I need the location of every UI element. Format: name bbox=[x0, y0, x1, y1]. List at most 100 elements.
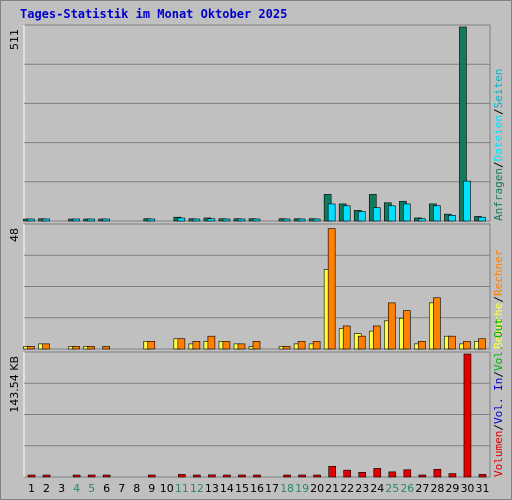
volume-panel-ymax-label: 143.54 KB bbox=[8, 356, 21, 413]
legend-item: Besuche bbox=[492, 303, 505, 349]
volume-panel-bar-volumen bbox=[147, 474, 156, 478]
hits-files-panel-bar-dateien bbox=[102, 218, 110, 222]
x-tick-label: 20 bbox=[310, 482, 324, 495]
visits-sites-panel-bar-rechner bbox=[87, 346, 95, 350]
visits-sites-panel-bar-rechner bbox=[282, 346, 291, 350]
visits-sites-panel-bar-rechner bbox=[147, 341, 156, 350]
x-tick-label: 28 bbox=[430, 482, 444, 495]
visits-sites-panel-bar-rechner bbox=[387, 302, 396, 350]
chart-title: Tages-Statistik im Monat Oktober 2025 bbox=[20, 7, 288, 21]
visits-sites-panel-bar-rechner bbox=[42, 343, 50, 350]
visits-sites-panel-bar-rechner bbox=[327, 228, 336, 350]
x-tick-label: 26 bbox=[400, 482, 414, 495]
hits-files-panel-bar-dateien bbox=[478, 216, 486, 222]
volume-panel-bar-volumen bbox=[328, 465, 336, 478]
volume-panel-bar-volumen bbox=[178, 474, 186, 478]
x-tick-label: 6 bbox=[103, 482, 110, 495]
visits-sites-panel-bar-rechner bbox=[433, 297, 441, 350]
x-tick-label: 7 bbox=[118, 482, 125, 495]
x-tick-label: 22 bbox=[340, 482, 354, 495]
volume-panel-bar-volumen bbox=[102, 474, 111, 478]
visits-sites-panel-bar-rechner bbox=[72, 346, 80, 350]
hits-files-panel-bar-anfragen bbox=[459, 26, 467, 222]
legend-group: Anfragen/Dateien/Seiten bbox=[492, 69, 505, 221]
volume-panel-bar-volumen bbox=[193, 474, 201, 478]
visits-sites-panel-bar-rechner bbox=[403, 310, 411, 350]
legend-separator: / bbox=[492, 108, 505, 115]
hits-files-panel-bar-dateien bbox=[418, 218, 426, 222]
volume-panel-bar-volumen bbox=[27, 474, 36, 478]
visits-sites-panel-bar-rechner bbox=[222, 341, 231, 350]
visits-sites-panel-bar-rechner bbox=[177, 338, 186, 350]
hits-files-panel-bar-dateien bbox=[312, 218, 321, 222]
legend-item: Vol. In bbox=[492, 378, 505, 424]
volume-panel-bar-volumen bbox=[283, 474, 291, 478]
x-tick-label: 21 bbox=[325, 482, 339, 495]
x-tick-label: 11 bbox=[175, 482, 189, 495]
legend-separator: / bbox=[492, 161, 505, 168]
hits-files-panel-bar-dateien bbox=[387, 205, 396, 222]
hits-files-panel-bar-dateien bbox=[342, 205, 351, 222]
volume-panel-bar-volumen bbox=[463, 353, 472, 478]
visits-sites-panel-bar-rechner bbox=[27, 346, 35, 350]
visits-sites-panel-bar-rechner bbox=[418, 341, 426, 350]
hits-files-panel-bar-dateien bbox=[463, 180, 471, 222]
visits-sites-panel-bar-rechner bbox=[478, 338, 486, 350]
visits-sites-panel-bar-rechner bbox=[252, 341, 261, 350]
hits-files-panel-ymax-label: 511 bbox=[8, 29, 21, 50]
volume-panel-bar-volumen bbox=[238, 474, 246, 478]
legend-item: Vol. Out bbox=[492, 318, 505, 371]
x-tick-label: 17 bbox=[265, 482, 279, 495]
x-tick-label: 18 bbox=[280, 482, 294, 495]
x-tick-label: 31 bbox=[475, 482, 489, 495]
x-tick-label: 15 bbox=[235, 482, 249, 495]
hits-files-panel-bar-dateien bbox=[237, 218, 246, 222]
x-tick-label: 29 bbox=[445, 482, 459, 495]
hits-files-panel-bar-dateien bbox=[282, 218, 291, 222]
hits-files-panel-bar-dateien bbox=[252, 218, 261, 222]
x-tick-label: 30 bbox=[460, 482, 474, 495]
x-tick-label: 27 bbox=[415, 482, 429, 495]
legend-item: Anfragen bbox=[492, 168, 505, 221]
x-tick-label: 2 bbox=[43, 482, 50, 495]
x-tick-label: 19 bbox=[295, 482, 309, 495]
visits-sites-panel-bar-rechner bbox=[192, 341, 201, 350]
hits-files-panel-bar-dateien bbox=[357, 211, 366, 222]
volume-panel-bar-volumen bbox=[223, 474, 231, 478]
x-tick-label: 8 bbox=[133, 482, 140, 495]
legend-item: Rechner bbox=[492, 249, 505, 296]
volume-panel-bar-volumen bbox=[298, 474, 306, 478]
volume-panel-bar-volumen bbox=[42, 474, 51, 478]
hits-files-panel-bar-dateien bbox=[433, 205, 441, 222]
hits-files-panel-bar-dateien bbox=[72, 218, 80, 222]
volume-panel-bar-volumen bbox=[478, 474, 487, 478]
x-tick-label: 24 bbox=[370, 482, 384, 495]
x-tick-label: 10 bbox=[160, 482, 174, 495]
visits-sites-panel-bar-rechner bbox=[463, 341, 471, 350]
x-tick-label: 1 bbox=[28, 482, 35, 495]
hits-files-panel-bar-dateien bbox=[27, 218, 35, 222]
hits-files-panel-box bbox=[23, 24, 491, 222]
visits-sites-panel-bar-rechner bbox=[342, 325, 351, 350]
volume-panel-bar-volumen bbox=[373, 468, 382, 478]
hits-files-panel-bar-dateien bbox=[42, 218, 50, 222]
visits-sites-panel-bar-rechner bbox=[297, 341, 306, 350]
hits-files-panel-bar-dateien bbox=[177, 217, 186, 222]
volume-panel-bar-volumen bbox=[313, 474, 321, 478]
volume-panel-bar-volumen bbox=[87, 474, 96, 478]
legend-item: Volumen bbox=[492, 431, 505, 477]
x-tick-label: 16 bbox=[250, 482, 264, 495]
volume-panel-bar-volumen bbox=[448, 473, 457, 478]
hits-files-panel-bar-dateien bbox=[207, 218, 216, 222]
volume-panel-bar-volumen bbox=[433, 468, 442, 478]
x-tick-label: 12 bbox=[190, 482, 204, 495]
hits-files-panel-bar-dateien bbox=[222, 218, 231, 222]
hits-files-panel-bar-dateien bbox=[297, 218, 306, 222]
x-tick-label: 9 bbox=[148, 482, 155, 495]
hits-files-panel-bar-dateien bbox=[327, 203, 336, 222]
hits-files-panel-bar-dateien bbox=[147, 218, 156, 222]
volume-panel-bar-volumen bbox=[72, 474, 81, 478]
visits-sites-panel-bar-rechner bbox=[448, 335, 456, 350]
volume-panel-bar-volumen bbox=[388, 471, 397, 478]
